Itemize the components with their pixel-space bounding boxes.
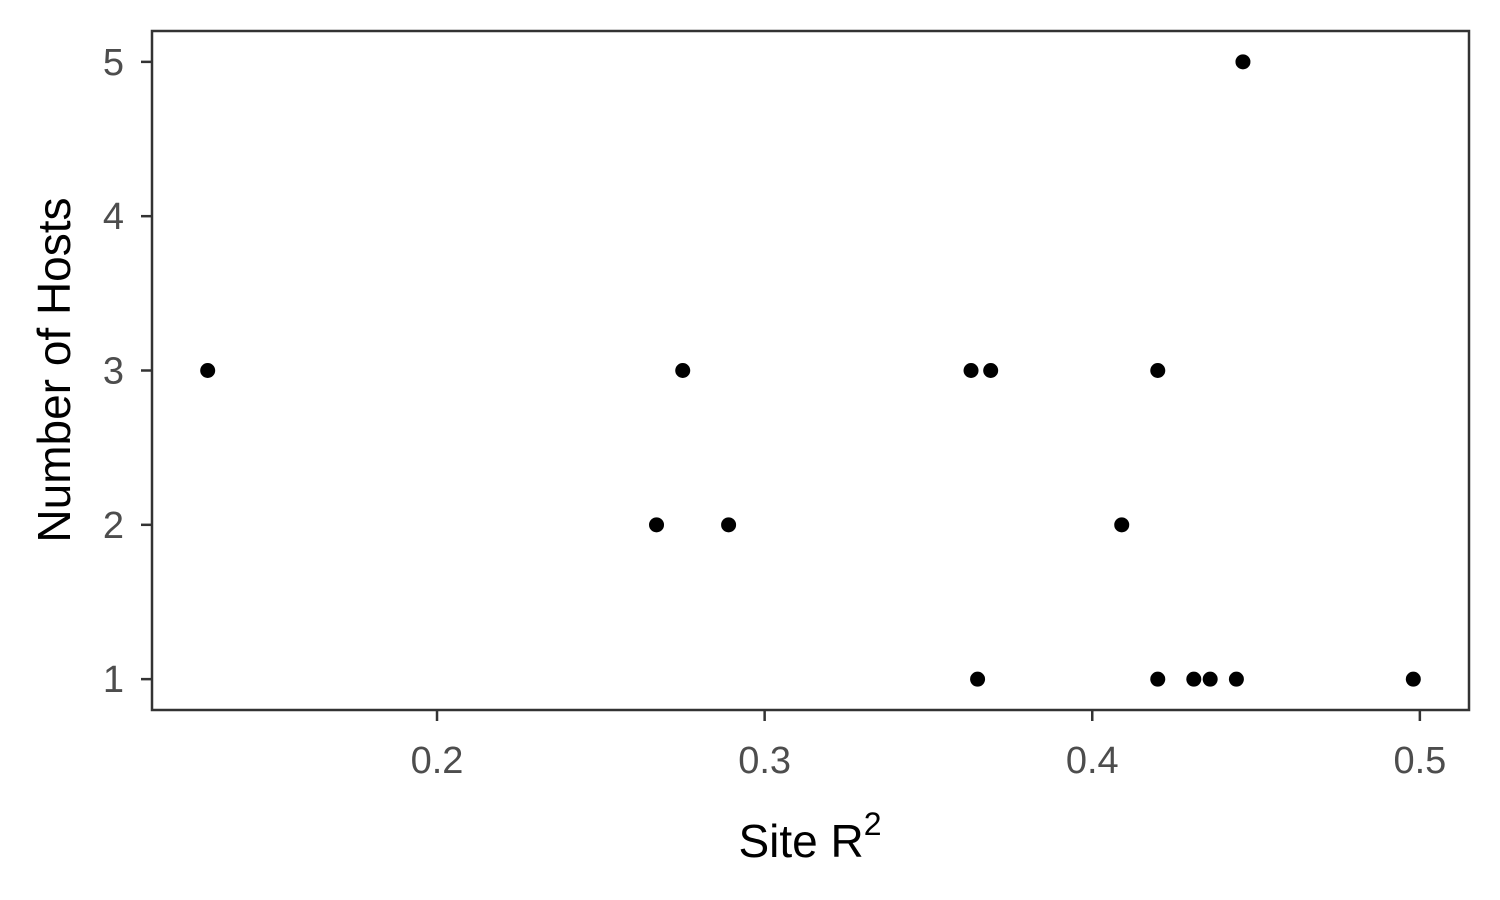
data-point — [200, 363, 216, 378]
y-tick-label: 5 — [103, 42, 124, 84]
y-tick-label: 4 — [103, 196, 124, 238]
data-points — [200, 54, 1421, 687]
data-point — [1150, 363, 1166, 378]
data-point — [983, 363, 999, 378]
data-point — [721, 517, 737, 533]
data-point — [1202, 671, 1218, 687]
y-tick-label: 2 — [103, 505, 124, 547]
data-point — [1186, 671, 1202, 687]
x-axis-title-superscript: 2 — [864, 806, 882, 842]
y-axis: 1 2 3 4 5 — [103, 42, 152, 701]
data-point — [1150, 671, 1166, 687]
x-axis-title-text: Site R — [738, 815, 863, 867]
data-point — [970, 671, 986, 687]
y-tick-label: 3 — [103, 351, 124, 393]
y-axis-title: Number of Hosts — [28, 197, 80, 542]
data-point — [963, 363, 979, 378]
data-point — [1235, 54, 1251, 70]
x-tick-label: 0.3 — [738, 740, 791, 782]
data-point — [1405, 671, 1421, 687]
data-point — [1228, 671, 1244, 687]
x-tick-label: 0.2 — [411, 740, 464, 782]
data-point — [675, 363, 691, 378]
x-axis-title: Site R2 — [738, 806, 881, 867]
x-axis: 0.2 0.3 0.4 0.5 — [411, 710, 1446, 782]
x-tick-label: 0.4 — [1066, 740, 1119, 782]
x-tick-label: 0.5 — [1393, 740, 1446, 782]
data-point — [1114, 517, 1130, 533]
y-tick-label: 1 — [103, 659, 124, 701]
data-point — [649, 517, 665, 533]
panel-border — [150, 29, 1471, 712]
